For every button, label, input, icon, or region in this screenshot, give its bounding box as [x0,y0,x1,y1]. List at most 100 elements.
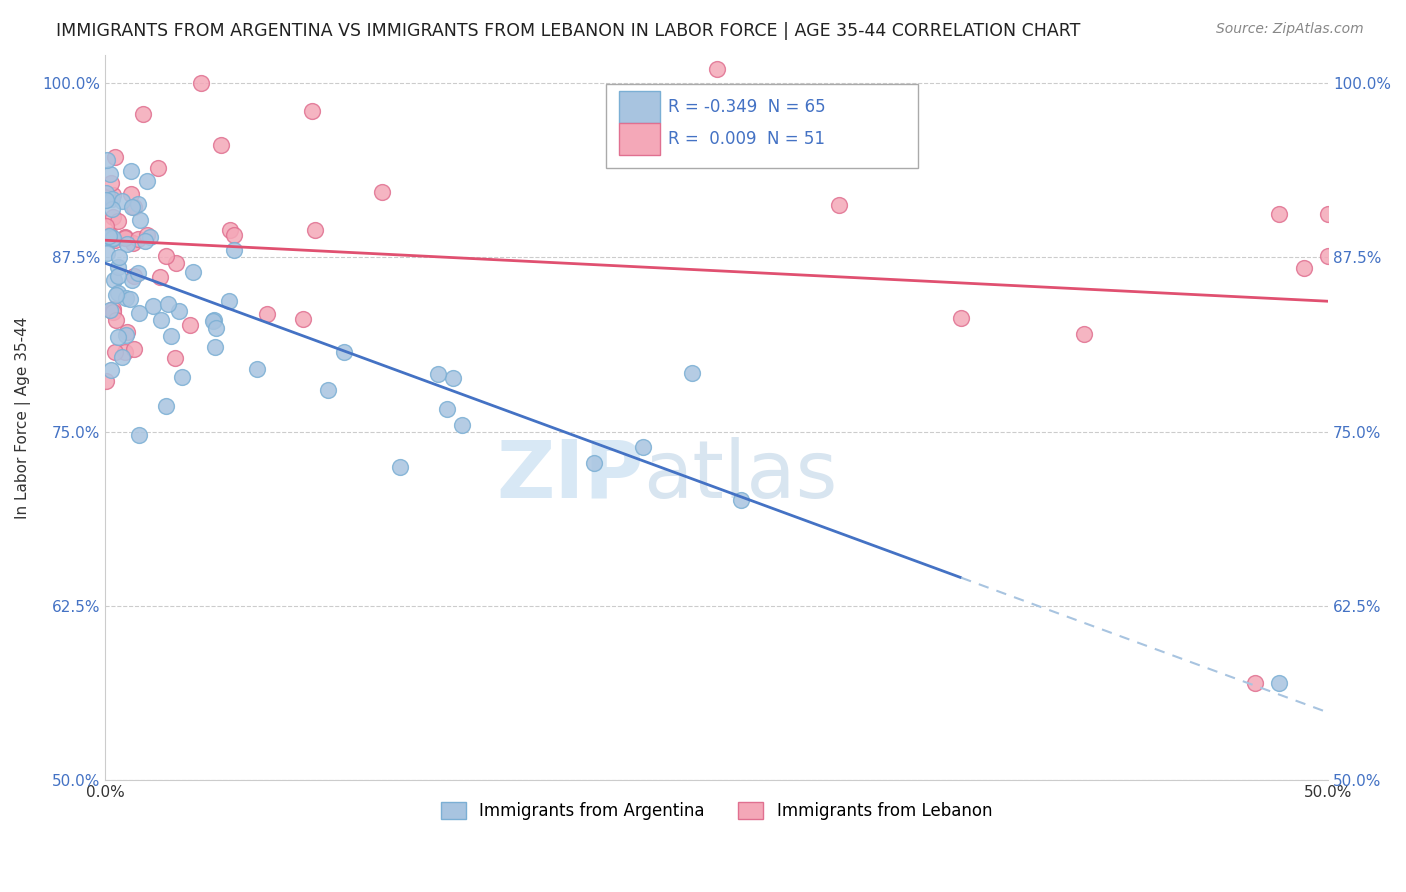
Point [301,103,323,118]
Point [316,384,339,398]
Text: atlas: atlas [643,437,838,515]
Point [583,456,606,470]
Point [427,367,450,381]
Point [94,186,117,200]
Point [103,345,125,359]
Point [1317,249,1340,263]
Point [124,342,146,356]
Point [96,231,118,245]
Point [105,313,128,327]
Point [107,285,129,300]
Point [127,232,149,246]
Point [1317,207,1340,221]
Point [292,311,315,326]
Point [128,306,150,320]
Point [451,417,474,432]
Point [114,328,136,343]
Point [103,273,125,287]
Point [121,164,143,178]
Point [127,197,149,211]
Point [98,303,121,318]
Point [165,256,187,270]
Point [139,230,162,244]
Point [104,150,127,164]
Point [100,177,122,191]
Point [107,260,129,274]
Point [128,428,150,442]
Point [118,292,141,306]
Point [333,345,356,359]
Point [246,361,269,376]
Point [181,265,204,279]
Point [107,214,129,228]
Point [222,244,245,258]
Point [828,198,851,212]
Point [104,233,127,247]
Point [218,223,240,237]
Point [107,330,129,344]
Point [136,174,159,188]
Point [96,153,118,167]
Y-axis label: In Labor Force | Age 35-44: In Labor Force | Age 35-44 [15,317,31,519]
Point [97,229,120,244]
Text: R = -0.349  N = 65: R = -0.349 N = 65 [668,97,825,116]
Point [101,302,124,317]
Point [100,231,122,245]
Point [209,138,232,153]
Point [134,234,156,248]
Point [149,270,172,285]
Text: R =  0.009  N = 51: R = 0.009 N = 51 [668,130,825,148]
Point [1243,675,1265,690]
Point [121,200,143,214]
Point [117,236,139,251]
Point [111,194,134,208]
Point [121,235,143,250]
Point [159,329,181,343]
Point [165,351,187,366]
Point [103,188,125,202]
Point [127,266,149,280]
Point [201,314,224,328]
Point [94,374,117,388]
Point [122,268,145,283]
Point [117,325,139,339]
Point [124,200,146,214]
Point [167,304,190,318]
Point [204,340,226,354]
Point [256,307,278,321]
Point [150,313,173,327]
Point [190,76,212,90]
Point [155,249,177,263]
Point [436,401,458,416]
Point [120,187,142,202]
Point [370,186,392,200]
Point [114,231,136,245]
Point [1292,260,1315,275]
Point [101,192,124,206]
Point [202,312,225,326]
Point [218,293,240,308]
Point [205,321,228,335]
FancyBboxPatch shape [619,123,661,155]
Point [1268,675,1291,690]
Point [170,370,193,384]
Point [101,232,124,246]
Point [132,107,155,121]
Point [304,223,326,237]
Point [179,318,201,332]
Point [96,245,118,260]
Point [100,363,122,377]
Text: Source: ZipAtlas.com: Source: ZipAtlas.com [1216,22,1364,37]
Point [111,350,134,364]
Point [107,269,129,284]
Legend: Immigrants from Argentina, Immigrants from Lebanon: Immigrants from Argentina, Immigrants fr… [434,795,998,826]
Point [389,460,412,475]
Point [98,227,121,242]
Text: IMMIGRANTS FROM ARGENTINA VS IMMIGRANTS FROM LEBANON IN LABOR FORCE | AGE 35-44 : IMMIGRANTS FROM ARGENTINA VS IMMIGRANTS … [56,22,1081,40]
FancyBboxPatch shape [606,84,918,168]
Point [114,230,136,244]
Point [115,291,138,305]
Point [1073,326,1095,341]
Point [101,211,124,225]
Point [706,62,728,76]
